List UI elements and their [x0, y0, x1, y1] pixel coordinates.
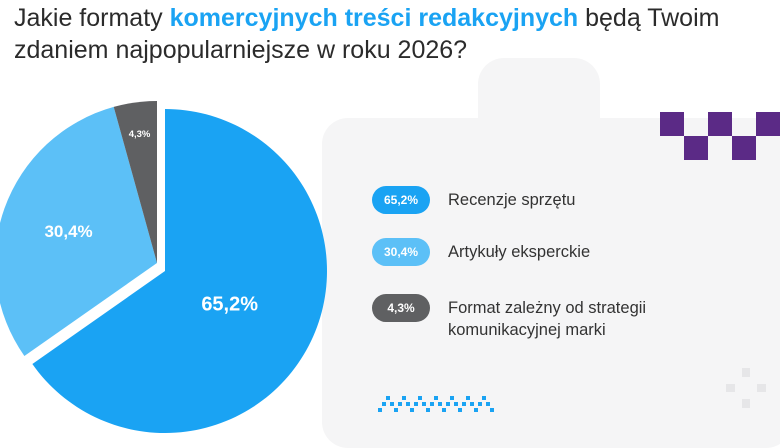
legend-label-artykuly: Artykuły eksperckie	[448, 243, 591, 261]
pie-label-format: 4,3%	[129, 129, 151, 140]
blue-zigzag-decoration	[378, 396, 494, 412]
background-panel-main	[322, 118, 780, 448]
chart-title: Jakie formaty komercyjnych treści redakc…	[14, 2, 754, 66]
title-part-1: Jakie formaty	[14, 4, 170, 32]
legend-pill-artykuly: 30,4%	[372, 238, 430, 266]
pie-slice-recenzje	[32, 109, 328, 433]
purple-checker-decoration	[660, 112, 780, 160]
legend-label-recenzje: Recenzje sprzętu	[448, 191, 576, 209]
legend-item-artykuly: 30,4% Artykuły eksperckie	[372, 238, 728, 266]
pie-label-artykuly: 30,4%	[44, 222, 92, 241]
pie-label-recenzje: 65,2%	[201, 294, 258, 316]
pie-chart: 65,2% 30,4% 4,3%	[0, 101, 328, 433]
plus-decoration-icon	[726, 368, 766, 408]
pie-slice-format	[113, 101, 157, 263]
legend-pill-recenzje: 65,2%	[372, 186, 430, 214]
legend-item-recenzje: 65,2% Recenzje sprzętu	[372, 186, 728, 214]
pie-slice-artykuly	[0, 106, 157, 357]
legend-pill-format: 4,3%	[372, 294, 430, 322]
legend-item-format: 4,3% Format zależny od strategii komunik…	[372, 294, 708, 341]
title-highlight: komercyjnych treści redakcyjnych	[169, 4, 579, 32]
legend-label-format: Format zależny od strategii komunikacyjn…	[448, 299, 647, 339]
title-part-2: będą Twoim zdaniem najpopularniejsze w r…	[14, 4, 720, 64]
